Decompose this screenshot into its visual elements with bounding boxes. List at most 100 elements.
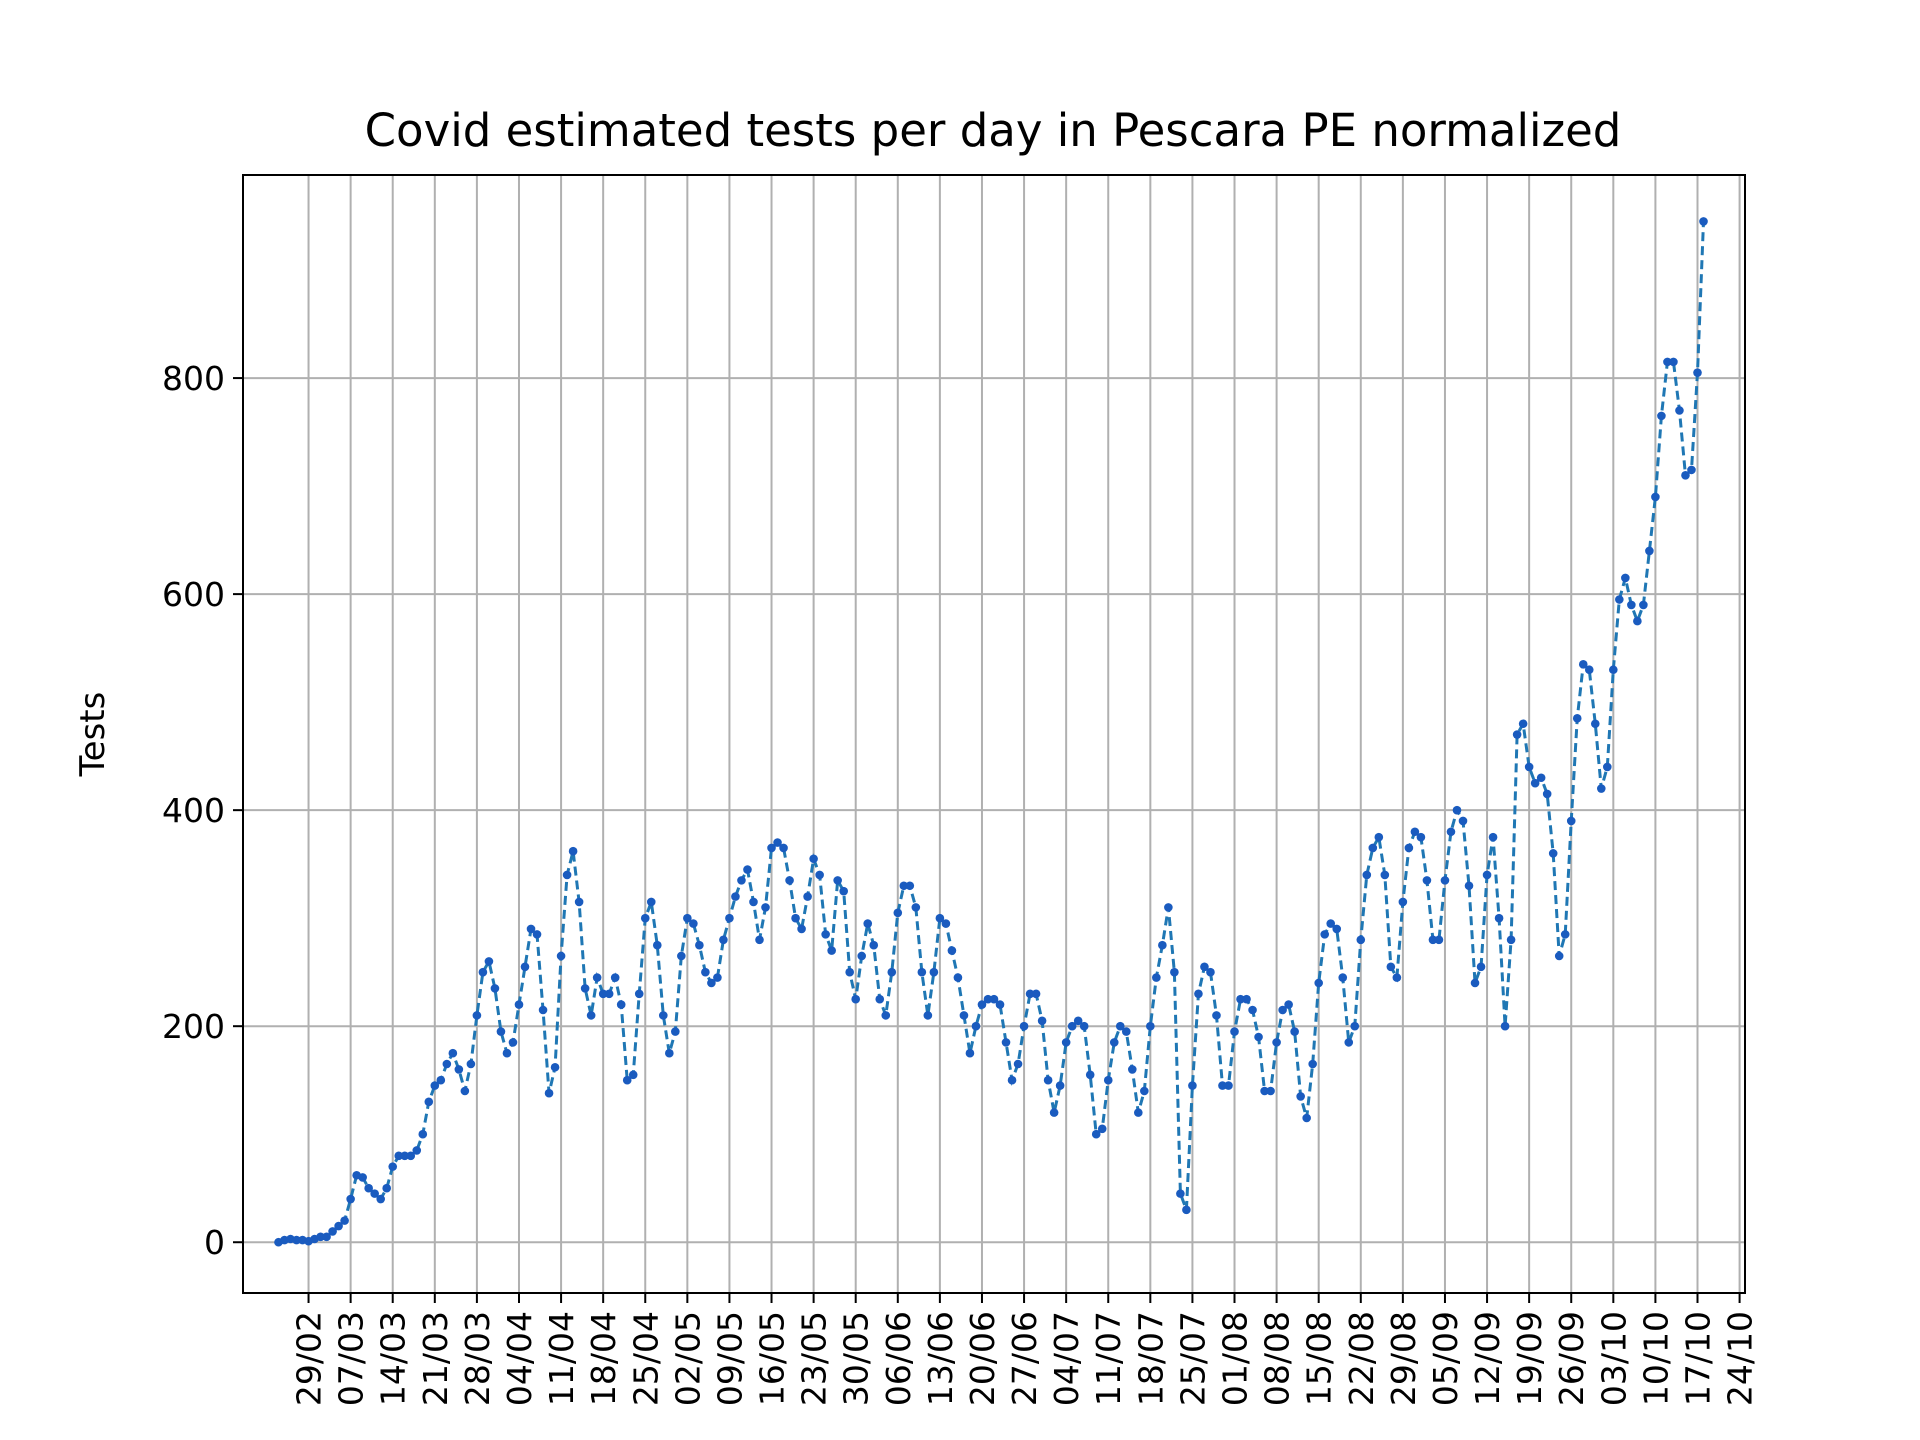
data-point	[1524, 762, 1534, 772]
data-point	[1284, 1000, 1293, 1009]
data-point	[1067, 1021, 1077, 1031]
data-point	[436, 1075, 446, 1085]
data-point	[1061, 1038, 1071, 1047]
data-point	[1554, 951, 1564, 961]
data-point	[634, 989, 644, 999]
data-point	[947, 946, 957, 955]
data-point	[376, 1194, 385, 1204]
x-tick-label: 06/06	[879, 1311, 918, 1406]
data-point	[1302, 1113, 1311, 1123]
data-point	[923, 1011, 933, 1020]
x-tick-label: 27/06	[1005, 1311, 1044, 1406]
data-point	[1013, 1059, 1023, 1069]
data-point	[1362, 870, 1372, 880]
x-tick-label: 11/07	[1089, 1311, 1128, 1406]
data-point	[1055, 1081, 1065, 1090]
data-point	[1687, 465, 1696, 475]
data-point	[490, 984, 500, 993]
data-point	[779, 843, 788, 853]
data-point	[755, 935, 764, 945]
data-point	[400, 1151, 410, 1161]
data-point	[1127, 1065, 1137, 1074]
data-point	[394, 1151, 404, 1161]
data-point	[743, 865, 752, 874]
data-point	[646, 897, 656, 907]
data-point	[701, 967, 710, 977]
x-tick-label: 28/03	[458, 1311, 497, 1406]
data-point	[1434, 935, 1444, 945]
data-point	[1290, 1027, 1299, 1036]
data-point	[556, 951, 566, 961]
data-point	[538, 1005, 548, 1015]
data-point	[1464, 881, 1474, 891]
x-tick-label: 21/03	[416, 1311, 455, 1406]
data-point	[460, 1086, 470, 1096]
data-point	[803, 892, 812, 901]
data-point	[695, 940, 704, 950]
data-point	[1176, 1189, 1185, 1198]
data-point	[640, 913, 650, 923]
data-point	[1182, 1205, 1191, 1215]
data-point	[1242, 994, 1251, 1004]
data-point	[1699, 217, 1708, 226]
data-point	[1350, 1021, 1360, 1031]
data-point	[1609, 665, 1618, 675]
data-point	[622, 1075, 632, 1085]
data-point	[707, 978, 716, 988]
data-point	[1007, 1075, 1017, 1085]
data-point	[1170, 967, 1179, 977]
data-point	[328, 1227, 337, 1236]
data-point	[466, 1059, 476, 1069]
x-tick-label: 23/05	[795, 1311, 834, 1406]
x-tick-label: 29/02	[290, 1311, 329, 1406]
data-point	[1572, 714, 1582, 723]
data-point	[316, 1232, 325, 1242]
x-tick-label: 09/05	[710, 1311, 749, 1406]
data-point	[406, 1151, 416, 1161]
data-point	[1091, 1129, 1101, 1139]
data-point	[1218, 1081, 1227, 1090]
data-point	[1548, 849, 1558, 858]
data-point	[833, 876, 842, 885]
data-point	[1422, 876, 1432, 885]
data-point	[544, 1088, 554, 1098]
data-point	[1272, 1038, 1281, 1047]
data-point	[953, 973, 963, 982]
data-point	[773, 838, 782, 847]
x-tick-label: 02/05	[668, 1311, 707, 1406]
data-point	[719, 935, 728, 945]
data-point	[1428, 935, 1438, 945]
data-point	[977, 1000, 987, 1009]
x-tick-label: 18/07	[1131, 1311, 1170, 1406]
data-point	[1230, 1027, 1239, 1036]
data-point	[448, 1048, 458, 1058]
data-point	[785, 876, 794, 885]
data-point	[532, 930, 542, 939]
data-point	[1200, 962, 1209, 972]
data-point	[574, 897, 584, 907]
data-point	[1079, 1021, 1089, 1031]
chart-title: Covid estimated tests per day in Pescara…	[365, 104, 1622, 157]
y-tick-label: 800	[162, 359, 225, 398]
data-point	[1140, 1086, 1149, 1096]
data-point	[334, 1221, 343, 1231]
data-point	[652, 940, 662, 950]
x-tick-label: 24/10	[1721, 1311, 1760, 1406]
data-point	[737, 876, 746, 885]
data-point	[1476, 962, 1486, 972]
x-tick-label: 13/06	[921, 1311, 960, 1406]
x-tick-label: 17/10	[1678, 1311, 1717, 1406]
series-tests	[274, 217, 1708, 1247]
data-point	[845, 967, 854, 977]
data-point	[1097, 1124, 1107, 1134]
data-point	[580, 984, 590, 993]
data-point	[1103, 1075, 1113, 1085]
x-tick-label: 18/04	[584, 1311, 623, 1406]
data-point	[1248, 1005, 1257, 1015]
x-tick-label: 22/08	[1342, 1311, 1381, 1406]
x-tick-label: 11/04	[542, 1311, 581, 1406]
y-tick-label: 400	[162, 791, 225, 830]
data-point	[514, 1000, 524, 1009]
data-point	[340, 1216, 349, 1225]
data-point	[1470, 978, 1480, 988]
